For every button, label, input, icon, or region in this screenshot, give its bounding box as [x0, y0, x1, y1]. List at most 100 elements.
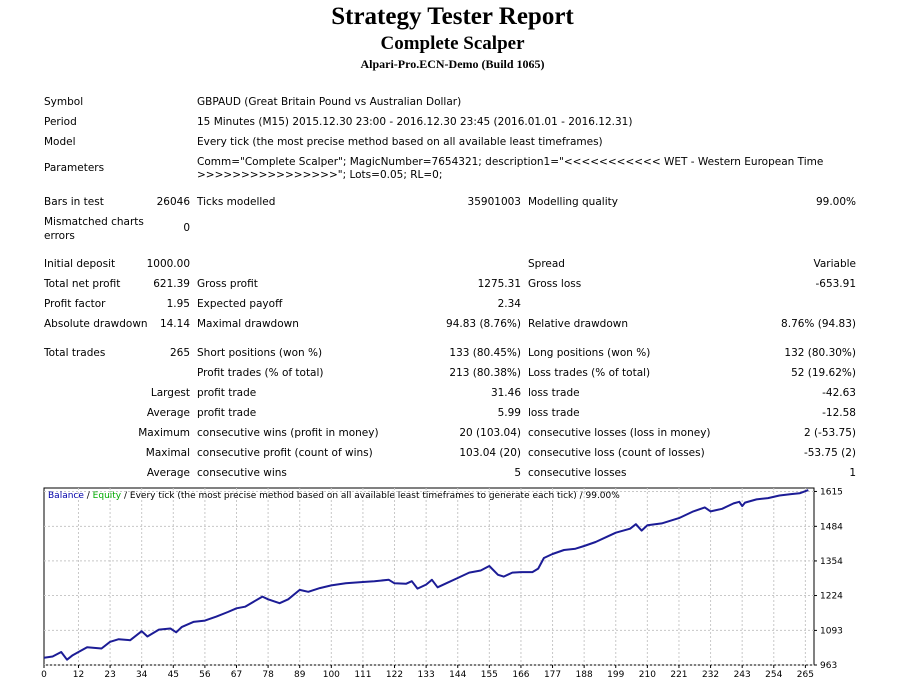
relative-drawdown-value: 8.76% (94.83): [781, 318, 856, 330]
y-tick-label: 1354: [820, 557, 843, 567]
spread-value: Variable: [813, 258, 856, 270]
x-tick-label: 254: [765, 670, 782, 680]
parameters-label: Parameters: [44, 162, 105, 174]
maximal-consecutive-profit-label: consecutive profit (count of wins): [197, 447, 373, 459]
maximal-consecutive-loss-label: consecutive loss (count of losses): [528, 447, 705, 459]
report-title: Strategy Tester Report: [331, 3, 574, 30]
initial-deposit-label: Initial deposit: [44, 258, 116, 270]
x-tick-label: 12: [73, 670, 84, 680]
maximal-consecutive-loss-value: -53.75 (2): [803, 447, 856, 459]
gross-profit-label: Gross profit: [197, 278, 258, 290]
maximum-label: Maximum: [138, 427, 190, 439]
model-label: Model: [44, 136, 76, 148]
x-tick-label: 56: [199, 670, 211, 680]
mismatch-value: 0: [183, 222, 190, 234]
net-profit-label: Total net profit: [44, 278, 121, 290]
maximal-drawdown-label: Maximal drawdown: [197, 318, 299, 330]
profit-trades-value: 213 (80.38%): [449, 367, 521, 379]
largest-loss-label: loss trade: [528, 387, 580, 399]
long-positions-value: 132 (80.30%): [784, 347, 856, 359]
profit-trades-label: Profit trades (% of total): [197, 367, 324, 379]
bars-value: 26046: [156, 196, 190, 208]
x-tick-label: 188: [576, 670, 593, 680]
gross-profit-value: 1275.31: [477, 278, 521, 290]
expert-name: Complete Scalper: [380, 33, 525, 54]
x-tick-label: 155: [481, 670, 498, 680]
average-profit-label: profit trade: [197, 407, 257, 419]
chart-axes: 0 12 23 34 45 56 67 78 89 100 111 122 133 144 155 166 17…: [41, 487, 843, 680]
x-tick-label: 199: [607, 670, 624, 680]
average-consecutive-wins-label: consecutive wins: [197, 467, 287, 479]
max-consecutive-wins-value: 20 (103.04): [459, 427, 521, 439]
chart-plot-frame: [43, 487, 815, 666]
gross-loss-label: Gross loss: [528, 278, 582, 290]
average-label: Average: [146, 407, 190, 419]
max-consecutive-wins-label: consecutive wins (profit in money): [197, 427, 379, 439]
relative-drawdown-label: Relative drawdown: [528, 318, 629, 330]
server-build: Alpari-Pro.ECN-Demo (Build 1065): [360, 57, 545, 71]
y-tick-label: 1093: [820, 626, 843, 636]
x-tick-label: 221: [670, 670, 687, 680]
ticks-label: Ticks modelled: [197, 196, 276, 208]
x-tick-label: 89: [294, 670, 306, 680]
chart-grid: [44, 488, 814, 666]
loss-trades-value: 52 (19.62%): [791, 367, 856, 379]
total-trades-label: Total trades: [44, 347, 106, 359]
x-tick-label: 265: [797, 670, 814, 680]
x-tick-label: 67: [231, 670, 242, 680]
loss-trades-label: Loss trades (% of total): [528, 367, 651, 379]
y-tick-label: 963: [820, 661, 837, 671]
parameters-value-line2: >>>>>>>>>>>>>>>>"; Lots=0.05; RL=0;: [197, 169, 443, 181]
x-tick-label: 166: [512, 670, 529, 680]
quality-label: Modelling quality: [528, 196, 618, 208]
average-consecutive-label: Average: [146, 467, 190, 479]
parameters-value-line1: Comm="Complete Scalper"; MagicNumber=765…: [197, 156, 824, 168]
largest-profit-label: profit trade: [197, 387, 257, 399]
x-tick-label: 144: [449, 670, 466, 680]
x-tick-label: 23: [104, 670, 115, 680]
largest-profit-value: 31.46: [490, 387, 521, 399]
x-tick-label: 243: [734, 670, 751, 680]
expected-payoff-value: 2.34: [497, 298, 521, 310]
absolute-drawdown-label: Absolute drawdown: [44, 318, 148, 330]
profit-factor-label: Profit factor: [44, 298, 106, 310]
average-consecutive-losses-value: 1: [849, 467, 856, 479]
mismatch-label-1: Mismatched charts: [44, 216, 144, 228]
x-tick-label: 177: [544, 670, 561, 680]
symbol-label: Symbol: [44, 96, 84, 108]
maximal-label: Maximal: [145, 447, 190, 459]
average-profit-value: 5.99: [497, 407, 521, 419]
y-tick-label: 1224: [820, 592, 843, 602]
spread-label: Spread: [528, 258, 565, 270]
average-loss-label: loss trade: [528, 407, 580, 419]
x-tick-label: 78: [262, 670, 274, 680]
largest-loss-value: -42.63: [822, 387, 856, 399]
series-line-balance: [43, 489, 809, 661]
profit-factor-value: 1.95: [166, 298, 190, 310]
legend-equity: Equity: [93, 491, 122, 501]
y-tick-label: 1615: [820, 487, 843, 497]
long-positions-label: Long positions (won %): [528, 347, 651, 359]
gross-loss-value: -653.91: [815, 278, 856, 290]
legend-description: / Every tick (the most precise method ba…: [121, 491, 620, 501]
chart-series-layer: [43, 489, 809, 661]
x-tick-label: 111: [354, 670, 371, 680]
x-tick-label: 45: [168, 670, 179, 680]
legend-balance: Balance: [48, 491, 84, 501]
bars-label: Bars in test: [44, 196, 104, 208]
short-positions-label: Short positions (won %): [197, 347, 323, 359]
period-value: 15 Minutes (M15) 2015.12.30 23:00 - 2016…: [197, 116, 633, 128]
chart-legend: Balance / Equity / Every tick (the most …: [48, 491, 620, 501]
max-consecutive-losses-value: 2 (-53.75): [803, 427, 856, 439]
average-consecutive-losses-label: consecutive losses: [528, 467, 627, 479]
x-tick-label: 210: [639, 670, 656, 680]
mismatch-label-2: errors: [44, 230, 75, 242]
x-tick-label: 34: [136, 670, 148, 680]
model-value: Every tick (the most precise method base…: [197, 136, 603, 148]
average-consecutive-wins-value: 5: [514, 467, 521, 479]
net-profit-value: 621.39: [153, 278, 190, 290]
average-loss-value: -12.58: [822, 407, 856, 419]
maximal-drawdown-value: 94.83 (8.76%): [446, 318, 521, 330]
quality-value: 99.00%: [815, 196, 856, 208]
x-tick-label: 0: [41, 670, 47, 680]
